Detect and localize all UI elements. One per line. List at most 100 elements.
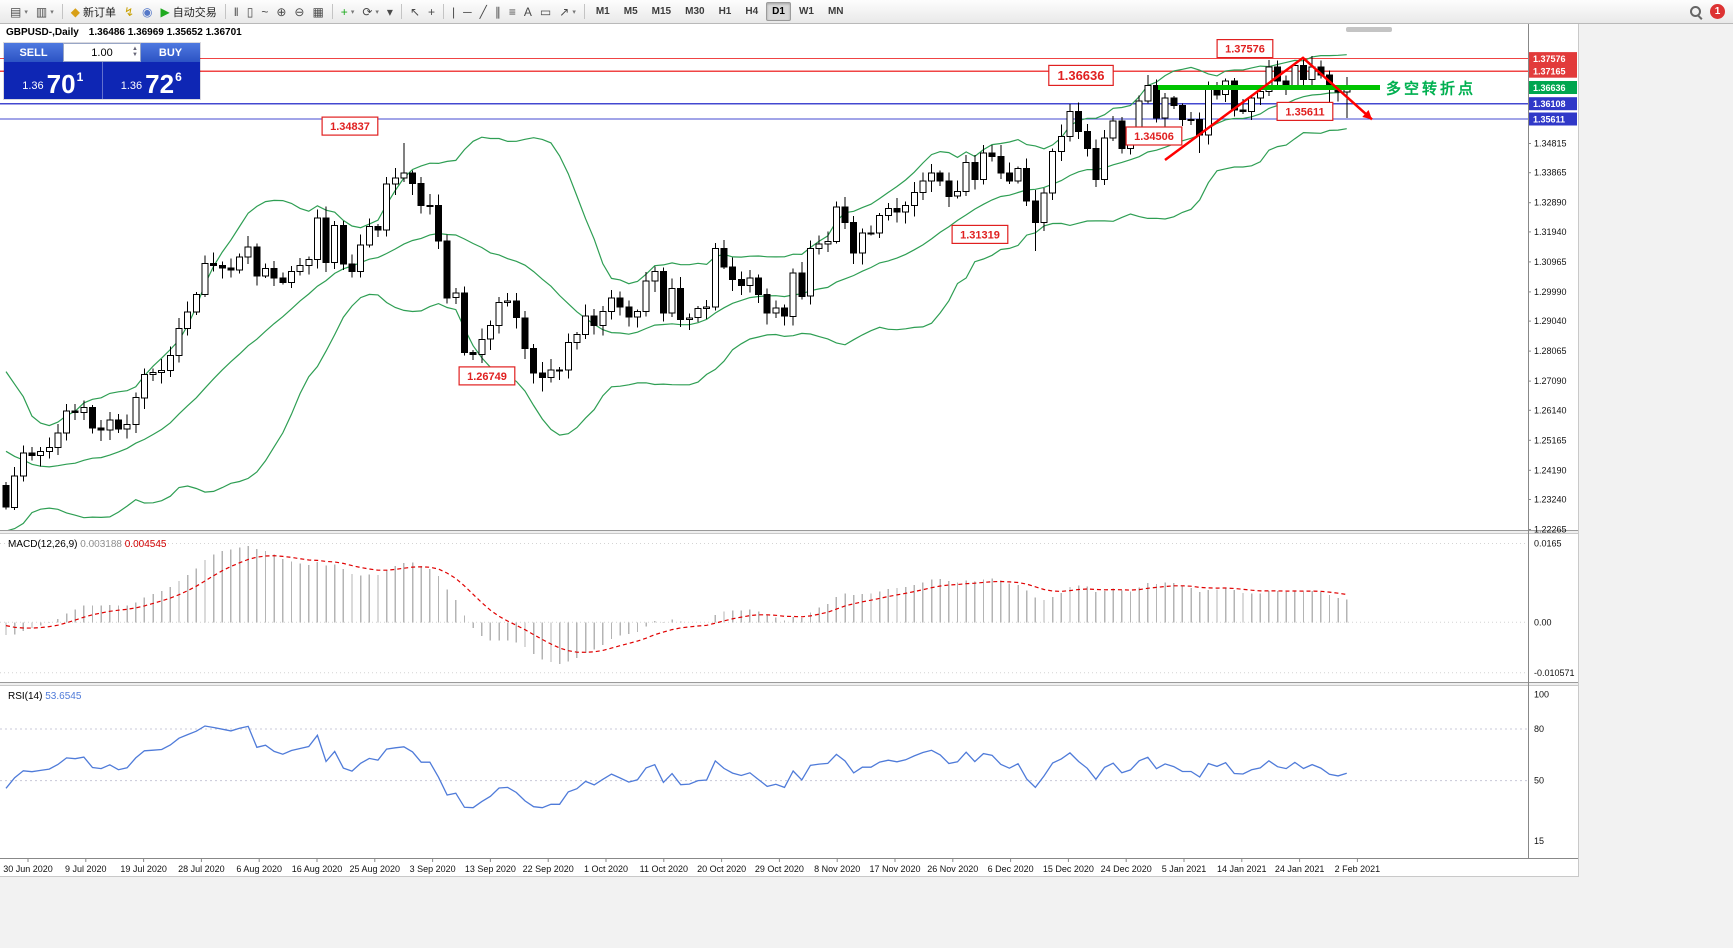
timeframe-m30[interactable]: M30 [685, 6, 705, 17]
spin-down-icon[interactable]: ▼ [132, 52, 138, 58]
spin-up-icon[interactable]: ▲ [132, 46, 138, 52]
timeframe-h4[interactable]: H4 [745, 6, 759, 17]
price-annotation[interactable]: 1.36636 [1048, 64, 1114, 87]
bars-mode-icon[interactable]: ‖ [233, 4, 239, 19]
toolbar-separator [400, 4, 402, 19]
horizontal-level-lines[interactable] [0, 57, 1528, 120]
lot-size-input[interactable]: 1.00 ▲ ▼ [63, 43, 141, 62]
bid-price[interactable]: 1.36 70 1 [4, 62, 103, 99]
chart-scrollbar[interactable] [1346, 27, 1392, 32]
trend-arrow-head [1362, 109, 1372, 120]
templates-icon[interactable]: ▾ [386, 4, 393, 19]
price-annotation[interactable]: 1.31319 [951, 224, 1009, 244]
bollinger-lower-band [5, 128, 1347, 532]
svg-text:1.37165: 1.37165 [1533, 67, 1566, 77]
crosshair-icon[interactable]: + [428, 4, 436, 19]
ask-price[interactable]: 1.36 72 6 [103, 62, 201, 99]
time-axis[interactable]: 30 Jun 2020 9 Jul 2020 19 Jul 2020 28 Jul 2… [3, 858, 1380, 874]
time-axis-label: 6 Dec 2020 [988, 864, 1034, 874]
symbol-period-label: GBPUSD-,Daily [6, 27, 79, 38]
indicators-icon[interactable]: + ▾ [340, 4, 355, 19]
macd-scale-label: 0.00 [1534, 617, 1552, 627]
timeframe-m15[interactable]: M15 [651, 6, 672, 17]
channel-icon[interactable]: ∥ [494, 4, 501, 19]
tile-windows-icon[interactable]: ▦ [312, 4, 324, 19]
price-annotation[interactable]: 1.35611 [1276, 101, 1334, 122]
trendline-icon[interactable]: ╱ [479, 4, 487, 19]
buy-button[interactable]: BUY [141, 43, 200, 62]
trend-line[interactable] [1164, 56, 1373, 162]
ask-big-figure: 1.36 [120, 80, 143, 92]
profiles-icon[interactable]: ▥ ▾ [35, 4, 54, 19]
chart-shot-icon[interactable]: ↯ [123, 4, 135, 19]
zoom-out-icon[interactable]: ⊖ [294, 4, 305, 19]
timeframe-w1[interactable]: W1 [798, 6, 814, 17]
chart-canvas[interactable]: 1.348371.267491.313191.345061.375761.366… [0, 24, 1578, 876]
price-annotation[interactable]: 1.26749 [458, 366, 516, 386]
arrows-icon[interactable]: ↗ ▾ [559, 4, 576, 19]
time-axis-label: 20 Oct 2020 [697, 864, 746, 874]
line-mode-icon[interactable]: ~ [261, 4, 269, 19]
horizontal-line-icon[interactable]: ─ [463, 4, 472, 19]
macd-scale-label: -0.010571 [1534, 668, 1575, 678]
price-scale[interactable]: 1.34815 1.33865 1.32890 1.31940 1.30965 1.299… [1528, 52, 1577, 535]
macd-histogram [5, 545, 1348, 664]
timeframe-m5[interactable]: M5 [623, 6, 638, 17]
toolbar: ▤ ▾ ▥ ▾ ◆ 新订单 ↯ ◉ ▶ 自动交易 ‖ ▯ ~ ⊕ ⊖ ▦ + ▾ ⟳ ▾ ▾ ↖ + | ─ ╱ ∥ ≡ A ▭ ↗ ▾ M1 M… [0, 0, 1733, 24]
ask-pips: 72 [145, 68, 175, 99]
rsi-line [5, 725, 1347, 809]
new-chart-icon[interactable]: ▤ ▾ [10, 4, 28, 19]
periods-icon[interactable]: ⟳ ▾ [362, 4, 379, 19]
zoom-in-icon[interactable]: ⊕ [276, 4, 287, 19]
time-axis-label: 3 Sep 2020 [410, 864, 456, 874]
price-scale-label: 1.33865 [1534, 168, 1567, 178]
lot-spinner[interactable]: ▲ ▼ [132, 46, 138, 58]
candles-mode-icon[interactable]: ▯ [246, 4, 254, 19]
one-click-trading-panel: SELL 1.00 ▲ ▼ BUY 1.36 70 1 1.36 72 6 [4, 43, 200, 99]
bollinger-bands [5, 54, 1347, 532]
fibonacci-icon[interactable]: ≡ [508, 4, 516, 19]
new-order-button[interactable]: ◆ 新订单 [70, 4, 116, 19]
cursor-icon[interactable]: ↖ [409, 4, 420, 19]
time-axis-label: 29 Oct 2020 [755, 864, 804, 874]
price-tag: 1.37165 [1529, 64, 1577, 78]
price-annotation-text: 1.26749 [467, 371, 507, 383]
timeframe-m1[interactable]: M1 [595, 6, 610, 17]
notification-badge[interactable]: 1 [1710, 4, 1725, 19]
time-axis-label: 9 Jul 2020 [65, 864, 107, 874]
price-tag: 1.36636 [1529, 81, 1577, 94]
sell-button[interactable]: SELL [4, 43, 63, 62]
ohlc-values: 1.36486 1.36969 1.35652 1.36701 [88, 27, 242, 38]
toolbar-separator [331, 4, 333, 19]
price-annotation[interactable]: 1.37576 [1216, 39, 1274, 59]
time-axis-label: 30 Jun 2020 [3, 864, 53, 874]
autotrading-button[interactable]: ▶ 自动交易 [160, 4, 217, 19]
vertical-line-icon[interactable]: | [452, 4, 456, 19]
price-scale-label: 1.34815 [1534, 139, 1567, 149]
lot-value: 1.00 [91, 46, 113, 59]
rsi-scale-label: 50 [1534, 776, 1544, 786]
svg-text:1.37576: 1.37576 [1533, 54, 1566, 64]
macd-panel-label: MACD(12,26,9) 0.003188 0.004545 [8, 539, 167, 550]
time-axis-label: 15 Dec 2020 [1043, 864, 1094, 874]
time-axis-label: 1 Oct 2020 [584, 864, 628, 874]
timeframe-d1[interactable]: D1 [766, 2, 791, 21]
price-scale-label: 1.29990 [1534, 287, 1567, 297]
time-axis-label: 24 Jan 2021 [1275, 864, 1325, 874]
timeframe-mn[interactable]: MN [827, 6, 844, 17]
rsi-scale-label: 100 [1534, 690, 1549, 700]
timeframe-h1[interactable]: H1 [718, 6, 732, 17]
toolbar-right: 1 [1689, 4, 1727, 19]
turning-point-note[interactable]: 多空转折点 [1386, 80, 1476, 98]
search-icon[interactable] [1689, 5, 1702, 18]
time-axis-label: 24 Dec 2020 [1101, 864, 1152, 874]
rsi-scale-label: 15 [1534, 836, 1544, 846]
price-annotation[interactable]: 1.34506 [1125, 126, 1183, 146]
text-label-icon[interactable]: ▭ [539, 4, 552, 19]
price-annotation[interactable]: 1.34837 [321, 116, 379, 136]
text-icon[interactable]: A [523, 4, 532, 19]
toolbar-separator [224, 4, 226, 19]
metaeditor-icon[interactable]: ◉ [142, 4, 153, 19]
panel-splitters[interactable] [0, 530, 1578, 686]
time-axis-label: 13 Sep 2020 [465, 864, 516, 874]
